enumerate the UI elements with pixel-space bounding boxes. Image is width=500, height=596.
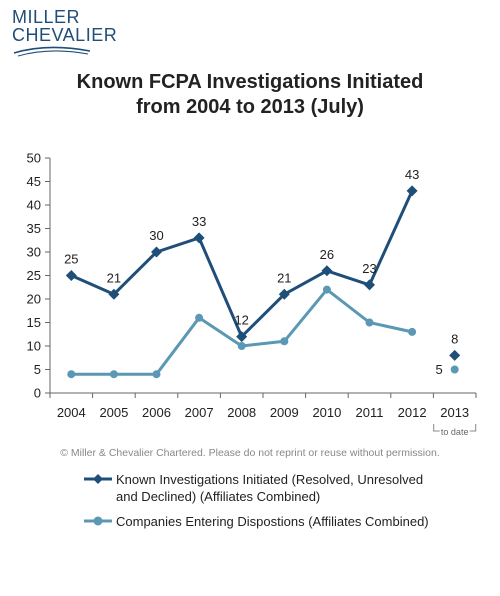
line-chart: 0 5 10 15 20 25 30 35 40 45 50 2004 2005 2006 2007 2008… [27, 151, 477, 437]
data-point-dispositions [67, 370, 76, 379]
x-tick-label: 2008 [227, 405, 256, 420]
data-point-dispositions [365, 318, 374, 327]
data-label-investigations: 26 [320, 247, 334, 262]
data-point-investigations [65, 270, 77, 281]
data-point-dispositions [195, 313, 204, 322]
x-tick-label: 2005 [99, 405, 128, 420]
data-point-investigations [236, 331, 248, 343]
data-point-investigations [151, 246, 162, 258]
data-point-dispositions [280, 337, 289, 346]
data-label-investigations: 43 [405, 167, 419, 182]
data-label-investigations: 30 [149, 228, 163, 243]
logo-swoosh-icon [13, 46, 91, 57]
legend-circle-line-icon [84, 516, 112, 526]
y-tick-label: 10 [27, 339, 41, 354]
y-tick-label: 30 [27, 245, 41, 260]
x-tick-label: 2010 [312, 405, 341, 420]
logo-line-1: MILLER [12, 7, 81, 27]
y-tick-label: 35 [27, 221, 41, 236]
x-tick-label: 2009 [270, 405, 299, 420]
data-point-investigations [108, 288, 120, 300]
copyright-notice: © Miller & Chevalier Chartered. Please d… [60, 447, 440, 459]
data-label-investigations: 8 [451, 331, 458, 346]
x-tick-label: 2006 [142, 405, 171, 420]
y-tick-label: 15 [27, 315, 41, 330]
y-tick-label: 45 [27, 174, 41, 189]
y-tick-label: 0 [34, 386, 41, 401]
y-tick-label: 25 [27, 268, 41, 283]
data-label-investigations: 21 [277, 270, 291, 285]
legend-diamond-line-icon [84, 474, 112, 484]
data-point-investigations [321, 265, 333, 277]
x-tick-label: 2013 [440, 405, 469, 420]
legend-item-investigations: Known Investigations Initiated (Resolved… [84, 471, 484, 505]
data-point-investigations [449, 349, 461, 361]
data-label-investigations: 23 [362, 261, 376, 276]
data-point-investigations [193, 232, 205, 244]
y-tick-label: 40 [27, 198, 41, 213]
to-date-bracket [433, 424, 477, 432]
x-tick-label: 2012 [398, 405, 427, 420]
data-label-investigations: 12 [234, 313, 248, 328]
y-tick-label: 5 [34, 362, 41, 377]
data-label-investigations: 25 [64, 252, 78, 267]
data-point-investigations [406, 185, 418, 197]
legend-item-dispositions: Companies Entering Dispostions (Affiliat… [84, 513, 484, 530]
x-tick-label: 2007 [185, 405, 214, 420]
chart-title: Known FCPA Investigations Initiated from… [0, 70, 500, 120]
data-point-dispositions [109, 370, 118, 379]
data-point-dispositions [408, 327, 417, 336]
legend-label-investigations-line-1: Known Investigations Initiated (Resolved… [116, 472, 424, 487]
legend-label-investigations: Known Investigations Initiated (Resolved… [116, 471, 423, 505]
data-label-investigations: 21 [107, 270, 121, 285]
logo-line-2: CHEVALIER [12, 25, 118, 45]
y-tick-label: 20 [27, 292, 41, 307]
to-date-note: to date [441, 427, 469, 437]
legend-label-investigations-line-2: and Declined) (Affiliates Combined) [116, 489, 321, 504]
chart-title-line-2: from 2004 to 2013 (July) [136, 96, 364, 118]
data-label-dispositions: 5 [435, 362, 442, 377]
data-point-dispositions [237, 342, 246, 350]
data-point-dispositions [322, 285, 331, 294]
legend-label-dispositions: Companies Entering Dispostions (Affiliat… [116, 514, 429, 529]
data-point-investigations [278, 288, 290, 300]
company-logo: MILLER CHEVALIER [12, 8, 117, 57]
data-label-investigations: 33 [192, 214, 206, 229]
x-tick-label: 2004 [57, 405, 86, 420]
data-point-dispositions [152, 370, 161, 379]
chart-title-line-1: Known FCPA Investigations Initiated [76, 71, 424, 93]
data-point-dispositions [450, 365, 459, 374]
data-point-investigations [364, 279, 375, 291]
x-tick-label: 2011 [356, 405, 384, 420]
chart-legend: Known Investigations Initiated (Resolved… [84, 471, 484, 538]
y-tick-label: 50 [27, 151, 41, 166]
